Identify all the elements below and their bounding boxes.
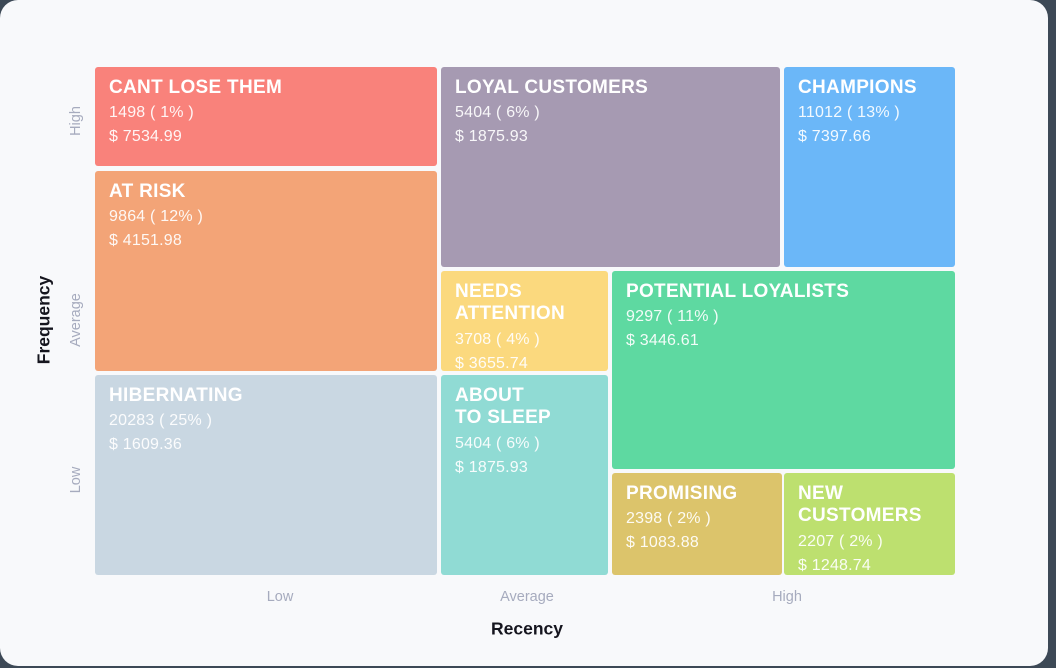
segment-count: 11012 ( 13% ) [798,104,900,122]
y-tick-low: Low [68,466,84,494]
segment-needs-attention[interactable]: NEEDS ATTENTION 3708 ( 4% ) $ 3655.74 [441,271,608,371]
segment-title: ABOUT TO SLEEP [455,385,552,429]
segment-title: LOYAL CUSTOMERS [455,77,649,98]
segment-title: CANT LOSE THEM [109,77,283,98]
segment-count: 3708 ( 4% ) [455,330,540,348]
x-axis-title: Recency [491,618,563,639]
segment-at-risk[interactable]: AT RISK 9864 ( 12% ) $ 4151.98 [95,171,437,371]
segment-title: PROMISING [626,483,738,504]
segment-count: 9864 ( 12% ) [109,208,204,226]
segment-champions[interactable]: CHAMPIONS 11012 ( 13% ) $ 7397.66 [784,67,955,267]
segment-loyal-customers[interactable]: LOYAL CUSTOMERS 5404 ( 6% ) $ 1875.93 [441,67,780,267]
segment-promising[interactable]: PROMISING 2398 ( 2% ) $ 1083.88 [612,473,782,575]
segment-hibernating[interactable]: HIBERNATING 20283 ( 25% ) $ 1609.36 [95,375,437,575]
y-tick-high: High [68,106,84,136]
segment-cant-lose-them[interactable]: CANT LOSE THEM 1498 ( 1% ) $ 7534.99 [95,67,437,166]
x-tick-low: Low [266,589,294,605]
segment-monetary-value: $ 1083.88 [626,534,699,552]
segment-new-customers[interactable]: NEW CUSTOMERS 2207 ( 2% ) $ 1248.74 [784,473,955,575]
segment-count: 2207 ( 2% ) [798,532,883,550]
segment-count: 5404 ( 6% ) [455,104,540,122]
segment-title: HIBERNATING [109,385,243,406]
y-tick-average: Average [68,293,84,347]
segment-potential-loyalists[interactable]: POTENTIAL LOYALISTS 9297 ( 11% ) $ 3446.61 [612,271,955,469]
segment-monetary-value: $ 7397.66 [798,128,871,146]
segment-title: NEEDS ATTENTION [455,281,566,325]
segment-count: 20283 ( 25% ) [109,412,213,430]
segment-monetary-value: $ 4151.98 [109,232,182,250]
segment-about-to-sleep[interactable]: ABOUT TO SLEEP 5404 ( 6% ) $ 1875.93 [441,375,608,575]
segment-monetary-value: $ 1875.93 [455,458,528,476]
x-tick-average: Average [500,589,554,605]
x-tick-high: High [772,589,802,605]
segment-title: NEW CUSTOMERS [798,483,922,527]
segment-count: 9297 ( 11% ) [626,308,719,326]
segment-count: 2398 ( 2% ) [626,510,711,528]
segment-monetary-value: $ 7534.99 [109,128,182,146]
segment-count: 1498 ( 1% ) [109,104,194,122]
segment-monetary-value: $ 3446.61 [626,332,699,350]
segment-title: AT RISK [109,181,186,202]
segment-count: 5404 ( 6% ) [455,434,540,452]
segment-monetary-value: $ 3655.74 [455,354,528,371]
segment-title: CHAMPIONS [798,77,917,98]
segment-title: POTENTIAL LOYALISTS [626,281,850,302]
segment-monetary-value: $ 1609.36 [109,436,182,454]
segment-monetary-value: $ 1248.74 [798,556,871,574]
segment-monetary-value: $ 1875.93 [455,128,528,146]
